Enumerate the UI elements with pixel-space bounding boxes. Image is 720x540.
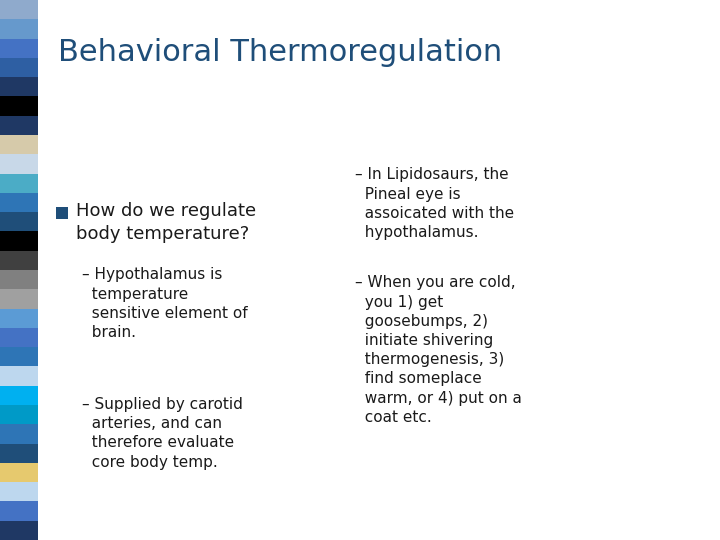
Text: – When you are cold,
  you 1) get
  goosebumps, 2)
  initiate shivering
  thermo: – When you are cold, you 1) get goosebum…: [355, 275, 522, 425]
Bar: [0, 154, 38, 173]
Bar: [0, 251, 38, 270]
Bar: [0, 97, 38, 116]
Bar: [0, 289, 38, 308]
Bar: [0, 212, 38, 232]
Text: – Supplied by carotid
  arteries, and can
  therefore evaluate
  core body temp.: – Supplied by carotid arteries, and can …: [82, 397, 243, 469]
Bar: [0, 347, 38, 367]
Text: Behavioral Thermoregulation: Behavioral Thermoregulation: [58, 38, 503, 67]
Bar: [0, 77, 38, 97]
Bar: [0, 19, 38, 38]
Bar: [0, 0, 38, 19]
Bar: [0, 463, 38, 482]
Bar: [0, 502, 38, 521]
Text: – Hypothalamus is
  temperature
  sensitive element of
  brain.: – Hypothalamus is temperature sensitive …: [82, 267, 248, 340]
Bar: [0, 135, 38, 154]
Bar: [0, 58, 38, 77]
Bar: [0, 443, 38, 463]
Bar: [0, 232, 38, 251]
Bar: [0, 386, 38, 405]
Bar: [0, 270, 38, 289]
Bar: [0, 367, 38, 386]
Bar: [0, 424, 38, 443]
Bar: [56, 207, 68, 219]
Bar: [0, 173, 38, 193]
Bar: [0, 193, 38, 212]
Text: How do we regulate
body temperature?: How do we regulate body temperature?: [76, 202, 256, 244]
Text: – In Lipidosaurs, the
  Pineal eye is
  assoicated with the
  hypothalamus.: – In Lipidosaurs, the Pineal eye is asso…: [355, 167, 514, 240]
Bar: [0, 38, 38, 58]
Bar: [0, 328, 38, 347]
Bar: [0, 116, 38, 135]
Bar: [0, 308, 38, 328]
Bar: [0, 482, 38, 502]
Bar: [0, 405, 38, 424]
Bar: [0, 521, 38, 540]
